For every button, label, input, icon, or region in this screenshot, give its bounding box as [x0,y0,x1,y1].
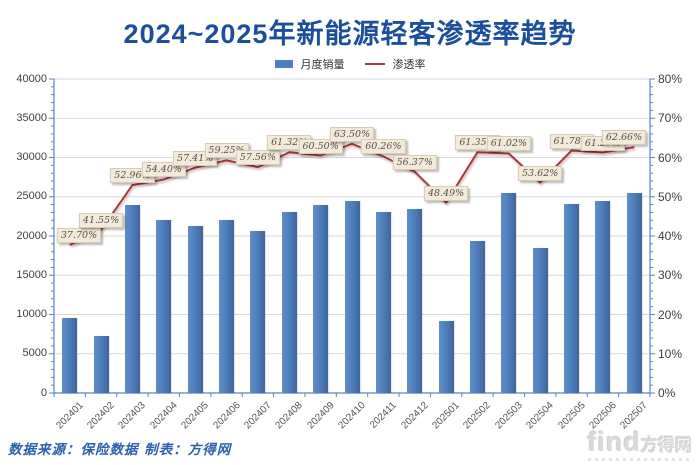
y-axis-left-tick: 20000 [16,229,47,242]
bar-202501 [438,320,454,393]
y-axis-left-tick: 40000 [16,72,47,85]
y-axis-right-tick: 80% [658,72,683,86]
y-axis-left-tick: 10000 [16,308,47,320]
legend-label-penetration: 渗透率 [392,59,426,71]
watermark-latin-text: find [587,427,641,457]
data-label-202411: 60.26% [361,139,406,155]
bar-202406 [219,219,235,393]
data-label-202503: 61.02% [486,136,531,152]
bar-202408 [281,212,297,393]
bar-202409 [313,204,329,393]
watermark-subline [587,458,692,461]
y-axis-left-tick: 25000 [16,190,47,203]
bar-202410 [344,200,360,393]
bar-202505 [564,203,580,393]
y-axis-right-tick: 30% [658,268,683,283]
bar-202411 [375,211,391,393]
y-axis-right-tick: 70% [658,111,683,126]
y-axis-left-tick: 0 [40,386,47,399]
page-title: 2024~2025年新能源轻客渗透率趋势 [123,19,577,49]
data-label-202404: 54.40% [141,162,186,178]
y-axis-right-tick: 0% [658,386,676,400]
bar-202504 [532,247,548,393]
bar-202404 [156,220,172,393]
data-label-202401: 37.70% [56,228,102,244]
y-axis-left-tick: 15000 [16,268,47,281]
bar-202407 [250,230,266,393]
legend-label-sales: 月度销量 [300,59,345,71]
bar-202402 [93,335,109,393]
y-axis-right-tick: 10% [658,346,683,361]
data-label-202507: 62.66% [601,130,647,146]
bar-202507 [626,192,642,393]
legend-line-swatch-icon [364,63,385,65]
bar-202403 [124,204,140,393]
bar-202506 [595,201,611,393]
data-source-note: 数据来源：保险数据 制表：方得网 [8,442,232,458]
y-axis-right-tick: 60% [658,150,683,165]
y-axis-right-tick: 20% [658,307,683,322]
brand-watermark: find方得网 [587,427,692,461]
bar-202401 [62,318,78,393]
data-label-202407: 57.56% [235,150,281,166]
y-axis-left-tick: 5000 [22,347,47,360]
bar-202503 [501,192,517,393]
bar-202502 [469,241,485,393]
chart-legend: 月度销量 渗透率 [0,56,700,72]
bar-202412 [407,209,423,393]
data-label-202409: 60.50% [298,138,343,154]
data-label-202412: 56.37% [392,154,437,170]
y-axis-right-tick: 40% [658,229,683,243]
y-axis-left-tick: 35000 [16,111,47,124]
y-axis-right-tick: 50% [658,189,683,204]
data-label-202410: 63.50% [329,126,375,142]
y-axis-left-tick: 30000 [16,151,47,163]
bar-202405 [187,225,203,393]
data-label-202402: 41.55% [78,212,124,228]
data-label-202504: 53.62% [518,165,563,181]
data-label-202501: 48.49% [423,185,469,201]
legend-bar-swatch-icon [274,60,293,68]
watermark-cn-text: 方得网 [641,436,692,455]
